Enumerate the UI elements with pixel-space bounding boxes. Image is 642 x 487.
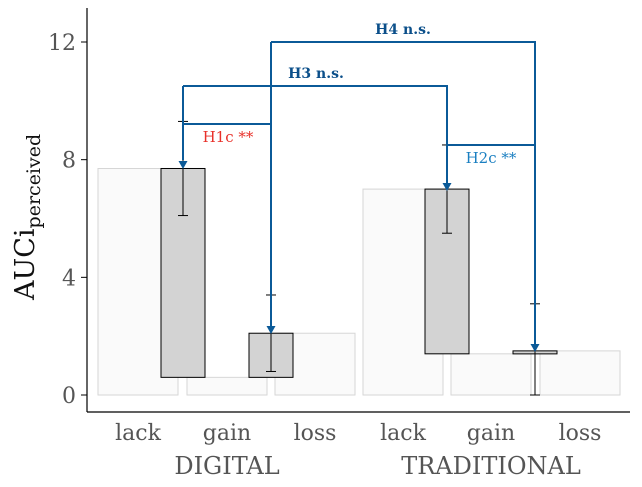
x-tick-label: lack	[380, 421, 426, 446]
x-tick-label: loss	[294, 421, 337, 446]
annotation-h2c: H2c **	[466, 149, 517, 167]
y-tick-label: 0	[62, 384, 76, 409]
x-tick-label: gain	[203, 421, 251, 446]
y-tick-label: 4	[62, 266, 76, 291]
y-tick-label: 12	[48, 31, 76, 56]
group-label-traditional: TRADITIONAL	[401, 452, 581, 480]
annotation-h1c: H1c **	[203, 128, 254, 146]
arrow-h3	[442, 183, 452, 191]
annotations: H1c ** H2c ** H3 n.s. H4 n.s.	[203, 22, 517, 167]
change-bars	[160, 120, 558, 396]
y-axis-label-subscript: perceived	[23, 134, 45, 229]
bracket-h4	[271, 41, 536, 346]
y-tick-label: 8	[62, 149, 76, 174]
background-bar-traditional-loss	[539, 350, 621, 396]
x-ticks: lack gain loss lack gain loss	[115, 421, 601, 446]
background-bar-traditional-gain	[450, 353, 532, 396]
hypothesis-brackets	[178, 41, 540, 352]
annotation-h4: H4 n.s.	[375, 22, 431, 38]
x-tick-label: gain	[467, 421, 515, 446]
x-tick-label: lack	[115, 421, 161, 446]
y-axis-label: AUCiperceived	[10, 134, 45, 301]
x-tick-label: loss	[559, 421, 602, 446]
arrow-h1c	[178, 161, 188, 169]
group-label-digital: DIGITAL	[174, 452, 279, 480]
group-labels: DIGITAL TRADITIONAL	[174, 452, 581, 480]
background-bar-digital-gain	[186, 376, 268, 396]
annotation-h3: H3 n.s.	[288, 66, 344, 82]
arrow-h4-left	[266, 326, 276, 334]
arrow-h4-right	[530, 344, 540, 352]
y-ticks: 0 4 8 12	[48, 31, 87, 409]
change-bar-digital-lack-gain	[160, 167, 206, 378]
axes	[86, 8, 630, 413]
y-axis-label-main: AUCi	[10, 228, 41, 301]
